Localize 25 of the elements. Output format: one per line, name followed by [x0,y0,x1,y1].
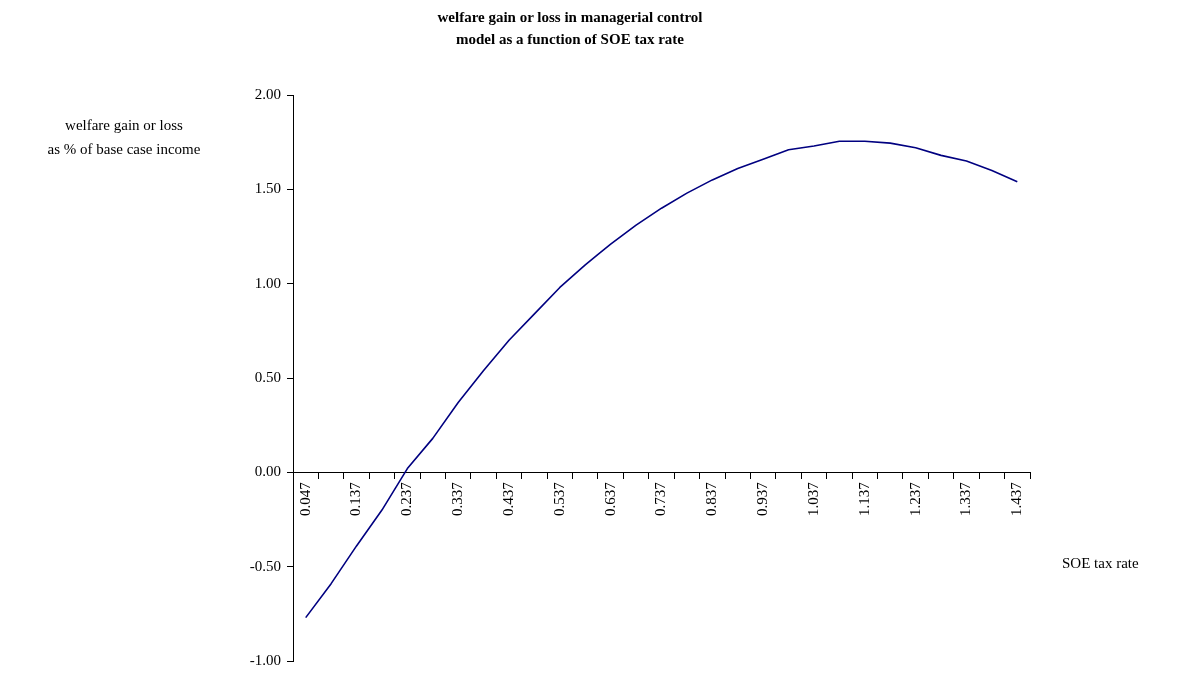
y-tick-label: 2.00 [254,85,281,102]
y-tick-label: 1.00 [254,274,281,291]
y-axis-title: welfare gain or loss as % of base case income [46,116,202,159]
x-tick-label: 0.737 [652,481,669,517]
x-tick-label: 0.237 [398,481,415,517]
x-tick-label: 1.237 [906,481,923,517]
x-tick-label: 0.937 [754,481,771,517]
y-tick-label: -1.00 [249,651,281,668]
x-tick-label: 0.537 [550,481,567,517]
x-tick-label: 0.437 [499,481,516,517]
x-tick-label: 1.437 [1008,481,1025,517]
x-tick-label: 0.837 [703,481,720,517]
x-tick-label: 1.037 [804,481,821,517]
y-tick-label: 0.00 [254,463,281,480]
x-tick-label: 1.337 [957,481,974,517]
x-tick-label: 0.637 [601,481,618,517]
x-axis-title: SOE tax rate [1062,555,1139,572]
x-tick-label: 0.137 [347,481,364,517]
y-tick-label: 1.50 [254,180,281,197]
x-tick-label: 0.047 [296,481,313,517]
y-tick-label: 0.50 [254,368,281,385]
x-tick-label: 1.137 [855,481,872,517]
y-tick-label: -0.50 [249,557,281,574]
x-tick-label: 0.337 [449,481,466,517]
chart-title: welfare gain or loss in managerial control model as a function of SOE tax rate [436,8,704,49]
